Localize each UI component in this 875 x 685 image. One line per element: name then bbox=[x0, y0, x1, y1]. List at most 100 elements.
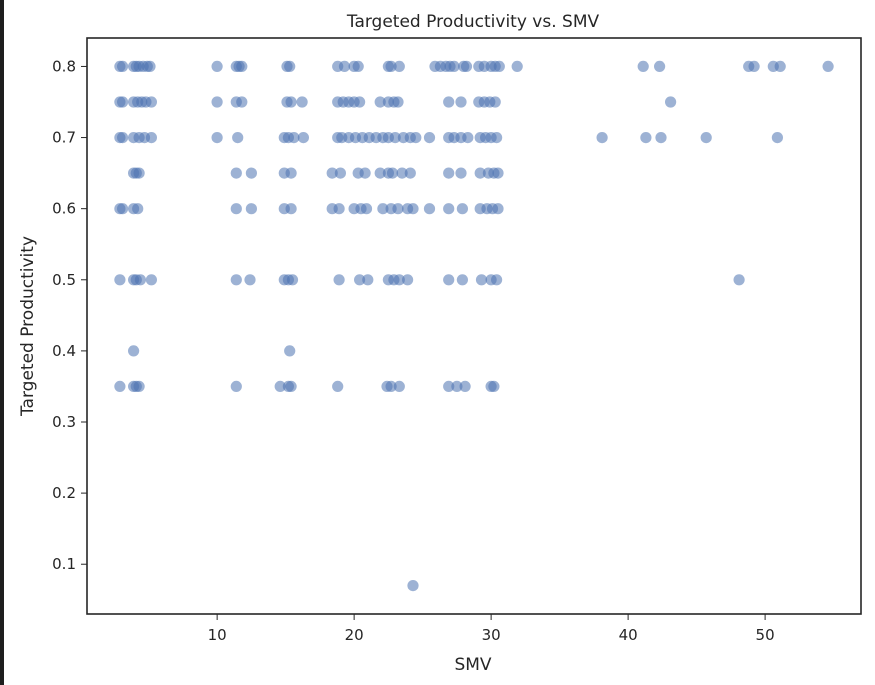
data-point bbox=[332, 380, 344, 392]
y-tick-label: 0.7 bbox=[52, 129, 76, 147]
data-point bbox=[492, 167, 504, 179]
y-axis-ticks: 0.1 0.2 0.3 0.4 0.5 0.6 0.7 0.8 bbox=[52, 57, 87, 573]
data-point bbox=[407, 580, 419, 592]
data-point bbox=[393, 274, 405, 286]
data-point bbox=[822, 60, 834, 72]
data-point bbox=[451, 380, 463, 392]
data-point bbox=[392, 96, 404, 108]
data-point bbox=[236, 96, 248, 108]
data-point bbox=[334, 167, 346, 179]
data-point bbox=[771, 132, 784, 144]
x-tick-label: 50 bbox=[756, 626, 775, 644]
data-point bbox=[288, 132, 300, 144]
data-point bbox=[117, 96, 129, 108]
data-point bbox=[392, 203, 404, 215]
x-axis-label: SMV bbox=[454, 655, 491, 675]
data-point bbox=[655, 132, 667, 144]
data-point bbox=[362, 274, 374, 286]
data-point bbox=[407, 203, 419, 215]
data-point bbox=[285, 96, 297, 108]
data-point bbox=[665, 96, 677, 108]
y-tick-label: 0.8 bbox=[52, 57, 76, 75]
data-point bbox=[410, 132, 422, 144]
data-point bbox=[462, 132, 474, 144]
y-tick-label: 0.5 bbox=[52, 271, 76, 289]
plot-area bbox=[86, 37, 862, 615]
data-point bbox=[245, 203, 257, 215]
data-point bbox=[230, 380, 242, 392]
chart-title: Targeted Productivity vs. SMV bbox=[346, 12, 600, 32]
data-point bbox=[402, 274, 414, 286]
data-point bbox=[493, 60, 505, 72]
data-point bbox=[114, 380, 126, 392]
data-point bbox=[145, 274, 157, 286]
data-point bbox=[236, 60, 248, 72]
data-point bbox=[774, 60, 786, 72]
data-point bbox=[443, 96, 455, 108]
scatter-chart: Targeted Productivity vs. SMV 10 20 30 40 50… bbox=[18, 12, 862, 675]
data-point bbox=[474, 167, 486, 179]
data-point bbox=[133, 167, 145, 179]
data-point bbox=[386, 167, 399, 179]
data-point bbox=[230, 274, 242, 286]
y-tick-label: 0.2 bbox=[52, 484, 76, 502]
data-point bbox=[443, 167, 455, 179]
data-point bbox=[145, 96, 157, 108]
data-point bbox=[385, 60, 397, 72]
data-point bbox=[423, 132, 436, 144]
data-point bbox=[389, 132, 401, 144]
data-point bbox=[284, 60, 296, 72]
data-point bbox=[448, 60, 460, 72]
data-point bbox=[459, 380, 471, 392]
data-point bbox=[245, 167, 257, 179]
data-point bbox=[596, 132, 608, 144]
data-point bbox=[488, 380, 500, 392]
data-point bbox=[359, 167, 371, 179]
x-tick-label: 20 bbox=[345, 626, 364, 644]
y-tick-label: 0.6 bbox=[52, 200, 76, 218]
data-point bbox=[333, 274, 345, 286]
data-point bbox=[456, 203, 468, 215]
data-point bbox=[338, 60, 351, 72]
x-tick-label: 40 bbox=[619, 626, 638, 644]
data-point bbox=[374, 96, 386, 108]
data-point bbox=[117, 60, 129, 72]
data-point bbox=[230, 167, 242, 179]
y-tick-label: 0.3 bbox=[52, 413, 76, 431]
data-point bbox=[117, 132, 129, 144]
data-point bbox=[296, 96, 308, 108]
data-point bbox=[230, 203, 242, 215]
data-point bbox=[352, 60, 364, 72]
data-point bbox=[244, 274, 256, 286]
data-point bbox=[144, 60, 156, 72]
data-point bbox=[132, 203, 144, 215]
data-point bbox=[492, 203, 504, 215]
figure-canvas: Targeted Productivity vs. SMV 10 20 30 40 50… bbox=[4, 0, 875, 685]
data-point bbox=[511, 60, 523, 72]
data-point bbox=[733, 274, 745, 286]
data-point bbox=[443, 203, 455, 215]
data-point bbox=[456, 274, 468, 286]
data-point bbox=[284, 345, 296, 357]
data-point bbox=[393, 60, 405, 72]
y-tick-label: 0.1 bbox=[52, 555, 76, 573]
y-axis-label: Targeted Productivity bbox=[18, 236, 38, 417]
data-point bbox=[489, 96, 501, 108]
data-point bbox=[285, 167, 297, 179]
data-point bbox=[700, 132, 712, 144]
x-tick-label: 10 bbox=[208, 626, 227, 644]
data-points bbox=[114, 60, 834, 592]
data-point bbox=[637, 60, 649, 72]
data-point bbox=[274, 380, 286, 392]
data-point bbox=[211, 60, 223, 72]
data-point bbox=[385, 380, 397, 392]
data-point bbox=[393, 380, 405, 392]
data-point bbox=[475, 274, 488, 286]
data-point bbox=[285, 203, 297, 215]
data-point bbox=[297, 132, 309, 144]
data-point bbox=[134, 274, 146, 286]
data-point bbox=[333, 203, 345, 215]
data-point bbox=[455, 96, 467, 108]
data-point bbox=[404, 167, 416, 179]
